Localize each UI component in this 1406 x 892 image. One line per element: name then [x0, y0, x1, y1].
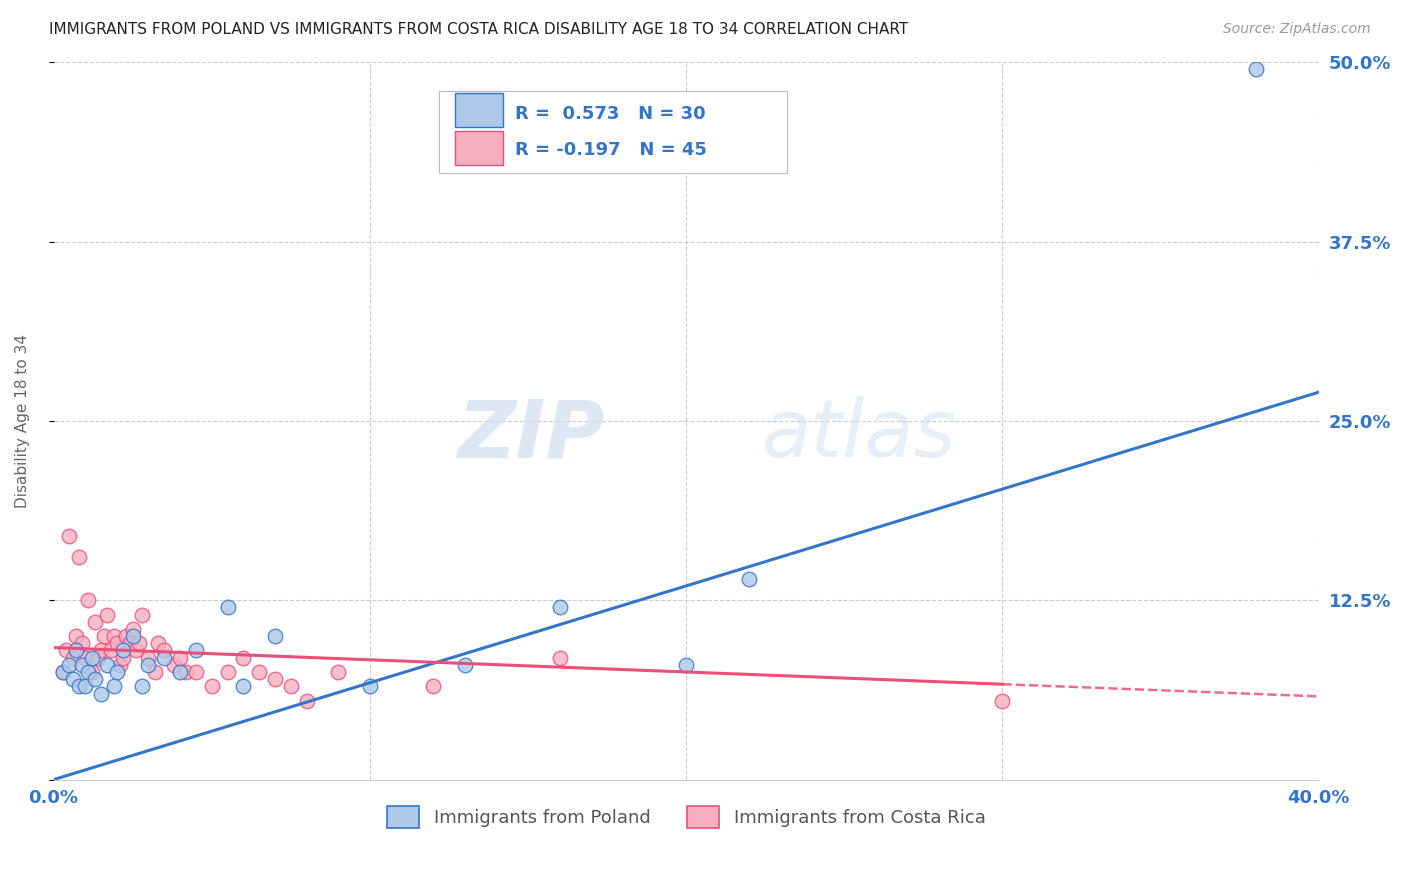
Point	[131, 607, 153, 622]
Point	[75, 679, 97, 693]
Text: R = -0.197   N = 45: R = -0.197 N = 45	[516, 141, 707, 160]
Point	[738, 572, 761, 586]
Point	[105, 665, 128, 679]
Point	[143, 665, 166, 679]
Point	[232, 650, 254, 665]
Point	[217, 665, 239, 679]
Point	[80, 665, 103, 679]
Text: ZIP: ZIP	[457, 396, 605, 475]
Point	[70, 657, 93, 672]
Point	[55, 643, 77, 657]
Point	[93, 629, 115, 643]
Point	[359, 679, 381, 693]
Point	[1244, 62, 1267, 77]
Point	[184, 643, 207, 657]
Point	[169, 650, 191, 665]
Point	[991, 694, 1014, 708]
Point	[153, 643, 176, 657]
Point	[138, 650, 160, 665]
Point	[264, 629, 287, 643]
Point	[75, 650, 97, 665]
Point	[118, 636, 141, 650]
Point	[548, 600, 571, 615]
Point	[184, 665, 207, 679]
Point	[264, 672, 287, 686]
Point	[146, 636, 169, 650]
Point	[103, 679, 125, 693]
Point	[232, 679, 254, 693]
Point	[90, 686, 112, 700]
Point	[112, 643, 135, 657]
Point	[217, 600, 239, 615]
Point	[454, 657, 477, 672]
Point	[52, 665, 75, 679]
Point	[65, 629, 87, 643]
Point	[112, 650, 135, 665]
Point	[62, 672, 84, 686]
Point	[422, 679, 444, 693]
FancyBboxPatch shape	[454, 93, 503, 128]
Point	[70, 636, 93, 650]
Point	[62, 650, 84, 665]
Text: Source: ZipAtlas.com: Source: ZipAtlas.com	[1223, 22, 1371, 37]
Point	[131, 679, 153, 693]
Point	[77, 593, 100, 607]
Point	[295, 694, 318, 708]
Point	[163, 657, 186, 672]
Point	[247, 665, 270, 679]
Point	[65, 643, 87, 657]
Point	[52, 665, 75, 679]
Point	[108, 657, 131, 672]
Point	[328, 665, 350, 679]
Point	[105, 636, 128, 650]
Point	[58, 657, 80, 672]
FancyBboxPatch shape	[454, 130, 503, 165]
Point	[96, 607, 118, 622]
Point	[83, 672, 105, 686]
Point	[121, 629, 143, 643]
FancyBboxPatch shape	[440, 91, 787, 173]
Legend: Immigrants from Poland, Immigrants from Costa Rica: Immigrants from Poland, Immigrants from …	[380, 798, 993, 835]
Point	[58, 529, 80, 543]
Point	[83, 615, 105, 629]
Point	[280, 679, 302, 693]
Point	[77, 665, 100, 679]
Point	[87, 650, 110, 665]
Point	[100, 643, 122, 657]
Point	[67, 550, 90, 565]
Point	[80, 650, 103, 665]
Point	[176, 665, 198, 679]
Point	[121, 622, 143, 636]
Point	[675, 657, 697, 672]
Point	[128, 636, 150, 650]
Point	[125, 643, 148, 657]
Point	[169, 665, 191, 679]
Text: atlas: atlas	[762, 396, 957, 475]
Y-axis label: Disability Age 18 to 34: Disability Age 18 to 34	[15, 334, 30, 508]
Point	[153, 650, 176, 665]
Point	[103, 629, 125, 643]
Point	[201, 679, 224, 693]
Point	[548, 650, 571, 665]
Point	[138, 657, 160, 672]
Text: R =  0.573   N = 30: R = 0.573 N = 30	[516, 105, 706, 123]
Point	[96, 657, 118, 672]
Text: IMMIGRANTS FROM POLAND VS IMMIGRANTS FROM COSTA RICA DISABILITY AGE 18 TO 34 COR: IMMIGRANTS FROM POLAND VS IMMIGRANTS FRO…	[49, 22, 908, 37]
Point	[115, 629, 138, 643]
Point	[90, 643, 112, 657]
Point	[67, 679, 90, 693]
